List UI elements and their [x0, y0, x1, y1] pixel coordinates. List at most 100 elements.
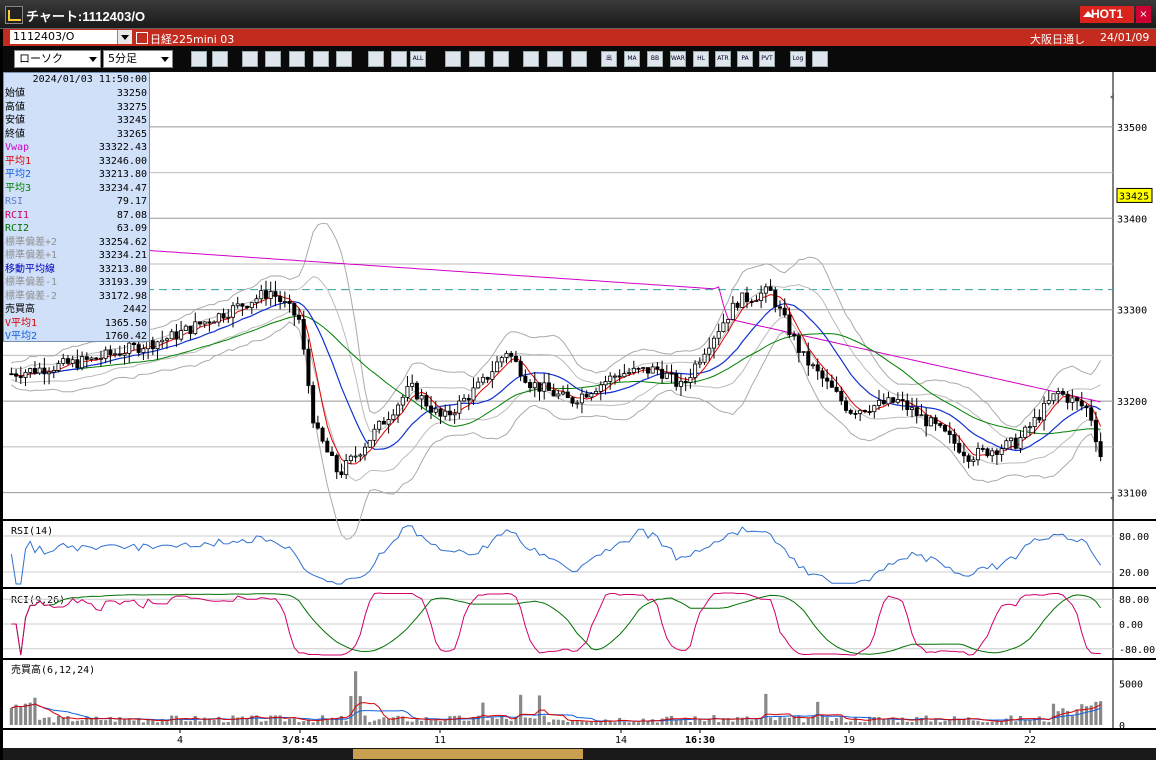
volume-bar — [674, 720, 678, 725]
candle-body — [891, 397, 896, 403]
candle-body — [160, 339, 165, 343]
tool-icon[interactable] — [242, 51, 258, 67]
volume-bar — [212, 720, 216, 725]
candle-body — [711, 337, 716, 349]
candle-body — [61, 358, 66, 364]
hot-button[interactable]: HOT1 — [1080, 6, 1134, 23]
volume-bar — [801, 722, 806, 725]
price-chart: 33500 33400 33300 33200 33100 33425 RSI(14) 80.… — [3, 72, 1156, 760]
volume-bar — [924, 715, 928, 725]
volume-bar — [806, 718, 810, 725]
bar-icon[interactable] — [313, 51, 329, 67]
chart-icon[interactable] — [289, 51, 305, 67]
table-icon[interactable] — [212, 51, 228, 67]
left-icon[interactable] — [368, 51, 384, 67]
volume-bar — [330, 717, 334, 725]
candle-body — [782, 307, 787, 316]
candle-body — [1098, 441, 1103, 458]
arrow-icon[interactable] — [493, 51, 509, 67]
volume-bar — [311, 722, 315, 725]
volume-bar — [353, 671, 358, 725]
rci2-line — [11, 593, 1102, 656]
candle-body — [1013, 437, 1018, 449]
candle-body — [598, 384, 603, 392]
zoom-icon[interactable] — [191, 51, 207, 67]
volume-bar — [160, 719, 164, 725]
gear-icon[interactable] — [523, 51, 539, 67]
volume-bar — [259, 721, 263, 725]
wrench-icon[interactable] — [547, 51, 563, 67]
atr-icon[interactable]: ATR — [715, 51, 731, 67]
pa-icon[interactable]: PA — [737, 51, 753, 67]
search-icon[interactable] — [265, 51, 281, 67]
info-row: V平均1 1365.50 — [5, 317, 149, 331]
volume-bar — [132, 720, 136, 725]
volume-bar — [80, 720, 84, 725]
candle-body — [443, 410, 448, 417]
volume-bar — [1075, 709, 1079, 725]
info-value: 79.17 — [116, 196, 147, 207]
candle-body — [1084, 405, 1089, 409]
pen-icon[interactable] — [445, 51, 461, 67]
hl-icon[interactable]: HL — [693, 51, 709, 67]
info-row: 移動平均線 33213.80 — [5, 263, 149, 277]
scrollbar-thumb — [353, 749, 583, 759]
ma-icon[interactable]: MA — [624, 51, 640, 67]
candle-body — [70, 359, 75, 364]
volume-bar — [1037, 716, 1041, 725]
blank-icon[interactable] — [336, 51, 352, 67]
ware-icon[interactable]: WARE — [670, 51, 686, 67]
chart-area[interactable]: 33500 33400 33300 33200 33100 33425 RSI(14) 80.… — [3, 72, 1156, 760]
palette-icon[interactable] — [571, 51, 587, 67]
volume-bar — [1004, 718, 1008, 725]
volume-bar — [594, 721, 598, 725]
info-row: 標準偏差-1 33193.39 — [5, 276, 149, 290]
all-icon[interactable]: ALL — [410, 51, 426, 67]
candle-body — [952, 434, 957, 444]
volume-bar — [962, 719, 966, 725]
cursor-icon[interactable] — [469, 51, 485, 67]
chart-background — [3, 72, 1156, 760]
volume-bar — [712, 715, 716, 725]
rci-tick-label: -80.00 — [1119, 645, 1155, 656]
candle-body — [848, 410, 853, 414]
chart-type-select[interactable]: ローソク — [14, 50, 101, 68]
bb-icon[interactable]: BB — [647, 51, 663, 67]
volume-bar — [745, 716, 749, 725]
log-icon[interactable]: Log — [790, 51, 806, 67]
candle-body — [433, 408, 438, 413]
vol-icon[interactable]: 出 — [601, 51, 617, 67]
volume-bar — [283, 721, 287, 725]
rsi-tick-label: 20.00 — [1119, 568, 1149, 579]
close-icon[interactable]: × — [1136, 6, 1151, 23]
volume-bar — [787, 717, 792, 725]
candle-body — [141, 348, 146, 353]
right-icon[interactable] — [391, 51, 407, 67]
candle-body — [259, 290, 264, 300]
chevron-down-icon[interactable] — [117, 30, 132, 44]
volume-bar — [750, 720, 754, 725]
interval-select[interactable]: 5分足 — [103, 50, 173, 68]
candle-body — [608, 375, 613, 382]
volume-bar — [985, 722, 990, 725]
candle-body — [1075, 397, 1080, 402]
candle-body — [683, 380, 688, 383]
volume-bar — [684, 718, 688, 725]
volume-bar — [269, 715, 273, 725]
volume-bar — [302, 721, 306, 725]
tile-icon[interactable] — [812, 51, 828, 67]
volume-bar — [509, 720, 513, 725]
info-row: RCI2 63.09 — [5, 222, 149, 236]
volume-bar — [207, 718, 212, 725]
symbol-input[interactable]: 1112403/O — [10, 30, 130, 44]
volume-bar — [278, 715, 282, 725]
candle-body — [353, 455, 358, 458]
candle-body — [561, 391, 566, 395]
pvt-icon[interactable]: PVT — [759, 51, 775, 67]
volume-bar — [967, 717, 971, 725]
info-label: RSI — [5, 196, 24, 207]
candle-body — [877, 399, 882, 406]
candle-body — [693, 363, 698, 378]
volume-bar — [410, 721, 414, 725]
candle-body — [622, 373, 627, 378]
